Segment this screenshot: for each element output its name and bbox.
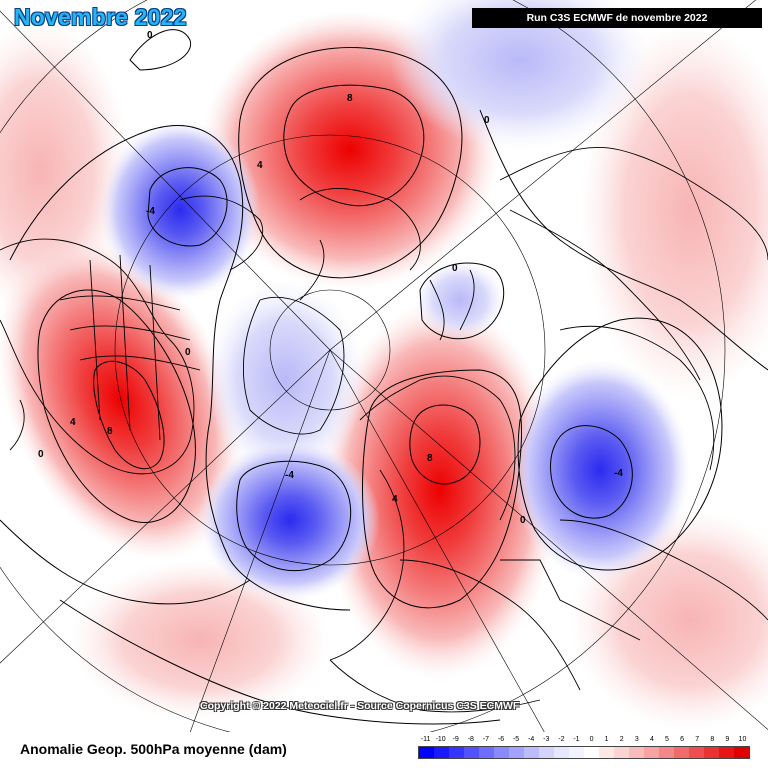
legend-swatch [569,747,584,758]
contour-label: 0 [147,30,153,41]
negative-anomaly-bering [390,0,650,150]
contour-label: -4 [146,206,155,217]
contour-label: 8 [427,453,433,464]
legend-tick-label: -3 [543,736,550,743]
contour-siberia-4 [238,47,463,279]
legend-swatch [524,747,539,758]
legend-tick-label: 8 [710,736,715,743]
legend-tick-label: -2 [558,736,565,743]
legend-color-bar [418,746,750,759]
contour-europe-8 [409,404,481,485]
contour-na-4 [37,289,196,523]
legend-swatch [719,747,734,758]
legend-swatch [494,747,509,758]
legend-swatch [554,747,569,758]
legend-tick-label: -10 [435,736,446,743]
positive-anomaly-east-asia [580,20,768,400]
contour-zero-atlantic [0,519,251,605]
legend-swatch [704,747,719,758]
contour-label: 0 [185,347,191,358]
legend-swatch [584,747,599,758]
negative-anomaly-kara [415,260,505,340]
contour-label: 0 [452,263,458,274]
legend-swatch [479,747,494,758]
legend-tick-label: -6 [497,736,505,743]
contour-label: 8 [107,426,113,437]
anomaly-shading [0,0,768,730]
legend-tick-label: 9 [725,736,730,743]
contours [0,29,768,725]
contour-label: 4 [392,494,398,505]
positive-anomaly-atlantic [70,560,330,720]
contour-europe-4 [362,369,523,609]
legend-swatch [689,747,704,758]
legend-tick-label: 10 [738,736,747,743]
negative-anomaly-alaska [100,120,260,300]
legend-tick-label: -5 [512,736,520,743]
graticule [0,0,768,732]
legend-swatch [539,747,554,758]
contour-alaska-minus4 [147,167,228,247]
anomaly-map: 0 4 8 -4 0 0 8 4 0 -4 0 -4 0 8 4 Novembr… [0,0,768,732]
contour-label: 4 [257,160,263,171]
map-subtitle: Anomalie Geop. 500hPa moyenne (dam) [20,741,287,757]
contour-zero-east [479,109,768,371]
legend-tick-label: 4 [649,736,654,743]
legend-tick-label: 0 [589,736,594,743]
legend-swatch [644,747,659,758]
map-title: Novembre 2022 [14,4,187,30]
legend-swatch [599,747,614,758]
legend-swatch [434,747,449,758]
legend-tick-label: 1 [604,736,609,743]
legend-tick-labels: -11 -10 -9 -8 -7 -6 -5 -4 -3 -2 -1 0 1 2 3 4 5 6 7 8 9 10 [418,734,750,745]
legend-tick-label: -8 [467,736,474,743]
legend-tick-label: 7 [695,736,700,743]
legend-swatch [614,747,629,758]
contour-siberia-8 [283,84,425,207]
legend-tick-label: -11 [420,736,431,743]
legend-swatch [734,747,749,758]
legend-swatch [659,747,674,758]
contour-asia-minus4 [550,425,633,519]
legend-tick-label: 3 [634,736,639,743]
coastlines [0,146,768,713]
negative-anomaly-central-asia [510,360,690,580]
contour-zero-south [59,599,501,725]
contour-na-8 [93,360,165,470]
contour-label: 4 [70,417,76,428]
legend-tick-label: -9 [452,736,459,743]
contour-kara-0 [419,262,505,340]
contour-label: -4 [614,468,623,479]
legend-swatch [419,747,434,758]
positive-anomaly-north-america [0,239,243,561]
copyright-credit: Copyright © 2022 Meteociel.fr - Source C… [200,700,520,712]
contour-zero-west [9,125,351,611]
legend-swatch [674,747,689,758]
contour-zero-north [129,29,192,71]
contour-atlantic-minus4 [236,460,352,572]
legend-tick-label: 6 [680,736,685,743]
contour-label: -4 [285,470,294,481]
run-label: Run C3S ECMWF de novembre 2022 [472,8,762,28]
legend-tick-label: 2 [619,736,624,743]
contour-label: 8 [347,93,353,104]
contour-label: 0 [38,449,44,460]
legend-tick-label: 5 [665,736,669,743]
legend-swatch [449,747,464,758]
contour-label: 0 [484,115,490,126]
contour-labels: 0 4 8 -4 0 0 8 4 0 -4 0 -4 0 8 4 [38,30,623,526]
legend-tick-label: -1 [573,736,580,743]
legend-swatch [509,747,524,758]
legend-tick-label: -4 [528,736,535,743]
legend-swatch [629,747,644,758]
contour-zero-ring [517,317,723,571]
contour-label: 0 [520,515,526,526]
legend-tick-label: -7 [482,736,490,743]
map-canvas: 0 4 8 -4 0 0 8 4 0 -4 0 -4 0 8 4 [0,0,768,732]
legend-swatch [464,747,479,758]
negative-anomaly-north-atlantic [200,440,380,600]
color-legend: -11 -10 -9 -8 -7 -6 -5 -4 -3 -2 -1 0 1 2 3 4 5 6 7 8 9 10 [418,734,750,764]
negative-anomaly-greenland [205,280,365,480]
